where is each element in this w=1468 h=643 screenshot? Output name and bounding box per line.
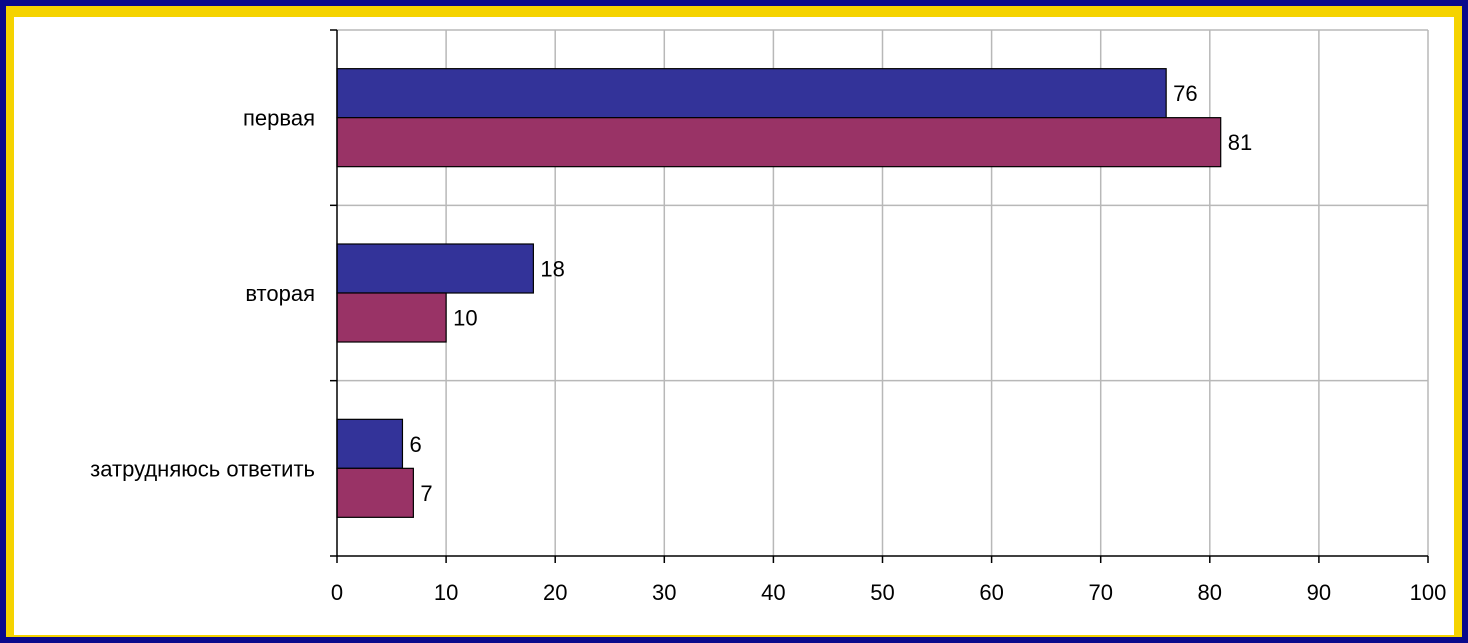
x-tick-label: 0 [331,580,343,605]
labels: 76 81 первая 18 10 вторая 6 7 затрудняюсь ответи… [90,81,1446,605]
data-label: 7 [420,481,432,506]
axes [330,29,1429,563]
x-tick-label: 10 [434,580,458,605]
x-tick-label: 20 [543,580,567,605]
data-label: 81 [1228,130,1252,155]
bar-series-2 [336,117,1222,168]
data-label: 76 [1173,81,1197,106]
x-tick-label: 50 [870,580,894,605]
bar-series-1 [336,243,534,294]
x-tick-label: 40 [761,580,785,605]
data-label: 10 [453,306,477,331]
x-tick-label: 80 [1198,580,1222,605]
data-label: 18 [540,257,564,282]
x-tick-label: 60 [979,580,1003,605]
x-tick-label: 70 [1088,580,1112,605]
data-label: 6 [409,432,421,457]
category-label: первая [243,106,315,131]
bar-series-1 [336,68,1167,119]
bar-series-2 [336,467,414,518]
category-label: затрудняюсь ответить [90,456,315,481]
x-tick-label: 90 [1307,580,1331,605]
bars [336,68,1222,518]
x-tick-label: 30 [652,580,676,605]
x-tick-label: 100 [1410,580,1447,605]
category-label: вторая [245,281,315,306]
bar-series-1 [336,418,404,469]
bar-series-2 [336,292,447,343]
